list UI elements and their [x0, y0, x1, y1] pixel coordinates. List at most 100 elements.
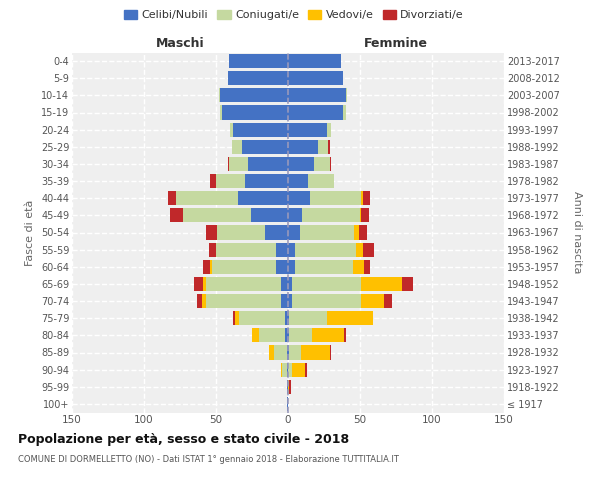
Bar — [289, 346, 301, 360]
Bar — [206, 226, 217, 239]
Bar — [176, 191, 238, 205]
Bar — [183, 208, 251, 222]
Bar — [209, 242, 216, 256]
Legend: Celibi/Nubili, Coniugati/e, Vedovi/e, Divorziati/e: Celibi/Nubili, Coniugati/e, Vedovi/e, Di… — [119, 6, 469, 25]
Bar — [361, 294, 385, 308]
Y-axis label: Fasce di età: Fasce di età — [25, 200, 35, 266]
Bar — [288, 174, 308, 188]
Bar — [269, 346, 274, 360]
Bar — [238, 191, 288, 205]
Bar — [292, 362, 305, 376]
Bar — [252, 328, 259, 342]
Bar — [287, 397, 288, 411]
Bar — [305, 362, 307, 376]
Bar — [248, 157, 288, 171]
Bar — [212, 260, 277, 274]
Bar — [361, 191, 363, 205]
Bar — [197, 294, 202, 308]
Bar — [299, 226, 354, 239]
Bar — [288, 294, 292, 308]
Bar — [216, 174, 245, 188]
Bar — [288, 260, 295, 274]
Bar — [265, 226, 288, 239]
Text: Femmine: Femmine — [364, 37, 428, 50]
Bar — [288, 54, 341, 68]
Bar — [288, 71, 343, 85]
Bar — [210, 260, 212, 274]
Bar — [295, 260, 353, 274]
Bar — [220, 106, 222, 120]
Bar — [287, 362, 288, 376]
Bar — [330, 346, 331, 360]
Bar — [222, 106, 288, 120]
Bar — [302, 208, 360, 222]
Bar — [281, 294, 288, 308]
Bar — [169, 191, 176, 205]
Bar — [328, 140, 330, 154]
Bar — [202, 294, 206, 308]
Bar — [229, 54, 288, 68]
Bar — [232, 140, 242, 154]
Bar — [289, 328, 313, 342]
Bar — [301, 346, 330, 360]
Bar — [277, 260, 288, 274]
Bar — [285, 311, 288, 325]
Bar — [288, 157, 314, 171]
Bar — [203, 277, 206, 291]
Bar — [230, 122, 233, 136]
Bar — [295, 242, 356, 256]
Bar — [251, 208, 288, 222]
Bar — [216, 242, 277, 256]
Bar — [217, 226, 265, 239]
Bar — [288, 122, 327, 136]
Bar — [288, 226, 299, 239]
Bar — [308, 174, 334, 188]
Bar — [210, 174, 216, 188]
Bar — [288, 106, 343, 120]
Bar — [288, 328, 289, 342]
Bar — [281, 277, 288, 291]
Bar — [327, 311, 373, 325]
Bar — [360, 208, 361, 222]
Bar — [219, 88, 220, 102]
Bar — [288, 346, 289, 360]
Text: COMUNE DI DORMELLETTO (NO) - Dati ISTAT 1° gennaio 2018 - Elaborazione TUTTITALI: COMUNE DI DORMELLETTO (NO) - Dati ISTAT … — [18, 455, 399, 464]
Bar — [235, 311, 239, 325]
Y-axis label: Anni di nascita: Anni di nascita — [572, 191, 582, 274]
Bar — [288, 311, 289, 325]
Bar — [318, 140, 328, 154]
Bar — [242, 140, 288, 154]
Bar — [239, 311, 285, 325]
Bar — [344, 328, 346, 342]
Bar — [287, 346, 288, 360]
Bar — [402, 277, 413, 291]
Bar — [206, 294, 281, 308]
Bar — [206, 277, 281, 291]
Bar — [288, 208, 302, 222]
Bar — [281, 362, 282, 376]
Bar — [361, 277, 402, 291]
Bar — [288, 277, 292, 291]
Bar — [220, 88, 288, 102]
Bar — [285, 328, 288, 342]
Bar — [288, 242, 295, 256]
Bar — [282, 362, 287, 376]
Bar — [194, 277, 203, 291]
Bar — [277, 242, 288, 256]
Bar — [288, 380, 289, 394]
Bar — [361, 208, 368, 222]
Bar — [292, 277, 361, 291]
Bar — [245, 174, 288, 188]
Bar — [354, 226, 359, 239]
Bar — [288, 88, 346, 102]
Bar — [274, 346, 287, 360]
Bar — [327, 122, 331, 136]
Bar — [363, 191, 370, 205]
Bar — [364, 260, 370, 274]
Bar — [314, 157, 330, 171]
Bar — [292, 294, 361, 308]
Bar — [288, 362, 292, 376]
Bar — [288, 140, 318, 154]
Bar — [227, 157, 229, 171]
Bar — [310, 191, 361, 205]
